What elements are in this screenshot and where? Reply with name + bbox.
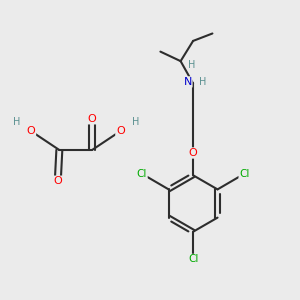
Text: O: O — [27, 126, 35, 136]
Text: O: O — [189, 148, 197, 158]
Text: O: O — [53, 176, 62, 186]
Text: O: O — [116, 126, 125, 136]
Text: Cl: Cl — [188, 254, 198, 264]
Text: Cl: Cl — [239, 169, 250, 179]
Text: N: N — [184, 77, 192, 87]
Text: H: H — [199, 77, 206, 87]
Text: H: H — [132, 117, 140, 128]
Text: H: H — [188, 60, 196, 70]
Text: H: H — [13, 117, 20, 128]
Text: O: O — [88, 114, 96, 124]
Text: Cl: Cl — [137, 169, 147, 179]
